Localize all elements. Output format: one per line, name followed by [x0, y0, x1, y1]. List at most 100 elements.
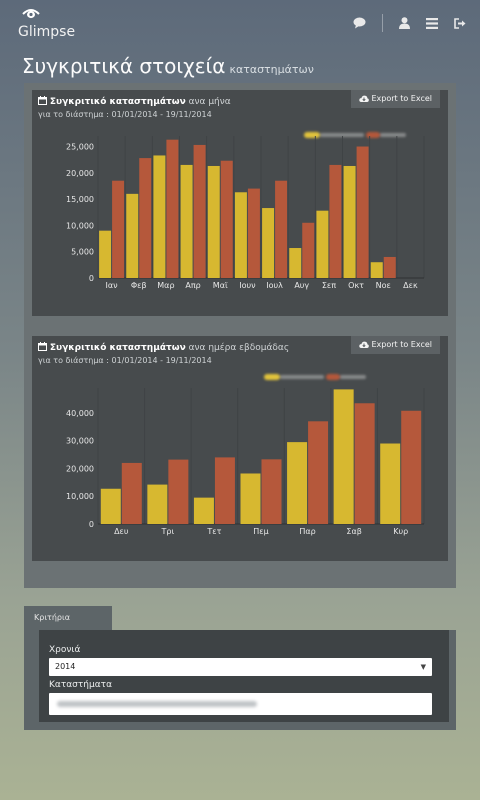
year-select[interactable]: 2014 ▼	[49, 658, 432, 676]
caret-down-icon: ▼	[420, 663, 426, 671]
x-tick-label: Ιαν	[106, 281, 119, 290]
y-tick-label: 20,000	[66, 169, 94, 178]
monthly-chart-card: Συγκριτικό καταστημάτων ανα μήνα για το …	[32, 90, 448, 316]
bar-series-2[interactable]	[214, 457, 235, 524]
bar-series-1[interactable]	[180, 164, 193, 278]
bar-series-2[interactable]	[308, 421, 329, 524]
bar-series-1[interactable]	[234, 192, 247, 278]
x-tick-label: Κυρ	[393, 527, 408, 536]
x-tick-label: Αυγ	[294, 281, 309, 290]
monthly-title-bold: Συγκριτικό καταστημάτων	[49, 97, 186, 107]
bar-series-1[interactable]	[287, 442, 308, 524]
page-subtitle: καταστημάτων	[229, 63, 314, 76]
bar-series-1[interactable]	[380, 443, 401, 524]
bar-series-2[interactable]	[139, 158, 152, 278]
bar-series-1[interactable]	[99, 230, 112, 278]
cloud-download-icon	[358, 95, 369, 102]
bar-series-1[interactable]	[370, 262, 383, 278]
chart-legend-blurred	[264, 374, 366, 380]
x-tick-label: Πεμ	[253, 527, 268, 536]
x-tick-label: Παρ	[299, 527, 315, 536]
bar-series-1[interactable]	[100, 488, 121, 524]
x-tick-label: Ιουλ	[266, 281, 283, 290]
tab-comparison-criteria[interactable]: Κριτήρια σύγκρισης	[24, 606, 112, 646]
bar-series-2[interactable]	[166, 139, 179, 278]
page-title-text: Συγκριτικά στοιχεία	[22, 54, 226, 78]
bar-series-2[interactable]	[193, 144, 206, 278]
criteria-form: Χρονιά 2014 ▼ Καταστήματα	[39, 630, 449, 722]
year-select-value: 2014	[55, 662, 76, 671]
bar-series-2[interactable]	[275, 180, 288, 278]
bar-series-2[interactable]	[329, 164, 342, 278]
bar-series-2[interactable]	[401, 410, 422, 524]
stores-input[interactable]	[49, 693, 432, 715]
bar-series-1[interactable]	[193, 497, 214, 524]
logo[interactable]	[18, 6, 78, 20]
bar-series-1[interactable]	[147, 484, 168, 524]
separator	[382, 14, 383, 32]
bar-series-2[interactable]	[121, 462, 142, 524]
top-icons	[353, 14, 466, 32]
y-tick-label: 40,000	[66, 409, 94, 418]
bar-series-2[interactable]	[247, 188, 260, 278]
top-bar: Glimpse	[0, 0, 480, 48]
bar-series-1[interactable]	[262, 208, 275, 278]
y-tick-label: 5,000	[71, 248, 94, 257]
bar-series-2[interactable]	[220, 160, 233, 278]
chart-legend-blurred	[304, 132, 406, 138]
monthly-period: για το διάστημα : 01/01/2014 - 19/11/201…	[38, 110, 212, 119]
x-tick-label: Δευ	[114, 527, 129, 536]
weekday-title-light: ανα ημέρα εβδομάδας	[188, 343, 290, 353]
y-tick-label: 25,000	[66, 143, 94, 152]
bar-series-1[interactable]	[207, 165, 220, 278]
export-excel-label: Export to Excel	[371, 340, 433, 349]
x-tick-label: Φεβ	[131, 281, 147, 290]
bar-series-2[interactable]	[261, 459, 282, 524]
monthly-bar-chart: 0 5,000 10,000 15,000 20,000 25,000 Ιαν Φεβ Μαρ Α…	[66, 136, 425, 290]
weekday-chart-title: Συγκριτικό καταστημάτων ανα ημέρα εβδομά…	[38, 342, 289, 353]
menu-icon[interactable]	[426, 17, 438, 29]
brand-name: Glimpse	[18, 24, 76, 40]
bar-series-2[interactable]	[112, 180, 125, 278]
x-tick-label: Τετ	[206, 527, 221, 536]
bar-series-1[interactable]	[126, 193, 139, 278]
x-tick-label: Μαϊ	[213, 281, 228, 290]
bar-series-2[interactable]	[168, 459, 189, 524]
weekday-period: για το διάστημα : 01/01/2014 - 19/11/201…	[38, 356, 212, 365]
eye-logo-icon	[22, 9, 40, 19]
weekday-title-bold: Συγκριτικό καταστημάτων	[49, 343, 186, 353]
x-tick-label: Ιουν	[239, 281, 256, 290]
bar-series-2[interactable]	[383, 256, 396, 278]
x-tick-label: Σεπ	[322, 281, 336, 290]
monthly-title-light: ανα μήνα	[188, 97, 231, 107]
bar-series-2[interactable]	[354, 403, 375, 524]
bar-series-1[interactable]	[240, 473, 261, 524]
y-tick-label: 15,000	[66, 195, 94, 204]
y-tick-label: 0	[89, 520, 94, 529]
charts-panel: Συγκριτικό καταστημάτων ανα μήνα για το …	[24, 83, 456, 588]
bar-series-1[interactable]	[333, 389, 354, 524]
bar-series-1[interactable]	[289, 248, 302, 278]
year-label: Χρονιά	[49, 645, 81, 655]
export-excel-button-monthly[interactable]: Export to Excel	[350, 90, 440, 108]
y-tick-label: 30,000	[66, 437, 94, 446]
bar-series-1[interactable]	[343, 165, 356, 278]
weekday-bar-chart: 0 10,000 20,000 30,000 40,000 Δευ Τρι Τετ Πεμ Παρ…	[66, 388, 425, 536]
weekday-chart-card: Συγκριτικό καταστημάτων ανα ημέρα εβδομά…	[32, 336, 448, 561]
x-tick-label: Απρ	[185, 281, 200, 290]
bar-series-2[interactable]	[302, 222, 315, 278]
export-excel-button-weekday[interactable]: Export to Excel	[350, 336, 440, 354]
chat-icon[interactable]	[353, 17, 366, 29]
bar-series-1[interactable]	[153, 155, 166, 278]
export-excel-label: Export to Excel	[371, 94, 433, 103]
y-tick-label: 0	[89, 274, 94, 283]
bar-series-1[interactable]	[316, 210, 329, 278]
y-tick-label: 10,000	[66, 492, 94, 501]
user-icon[interactable]	[399, 17, 410, 29]
calendar-icon	[38, 96, 47, 105]
bar-series-2[interactable]	[356, 146, 369, 278]
y-tick-label: 20,000	[66, 464, 94, 473]
logout-icon[interactable]	[454, 17, 466, 29]
x-tick-label: Σαβ	[346, 527, 361, 536]
page-title: Συγκριτικά στοιχεία καταστημάτων	[22, 54, 314, 78]
